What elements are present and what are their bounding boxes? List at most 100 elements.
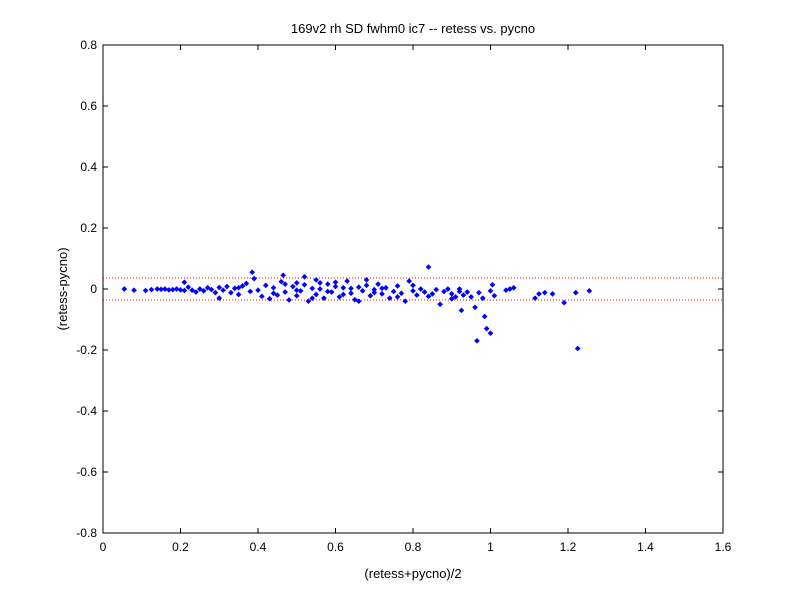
data-point (394, 294, 401, 300)
x-tick-label: 0.8 (405, 540, 422, 554)
data-point (344, 278, 350, 284)
data-point (282, 289, 288, 295)
data-point (235, 284, 242, 291)
data-point (286, 297, 292, 303)
y-tick-label: -0.8 (76, 526, 97, 540)
data-point (348, 290, 354, 297)
data-point (487, 330, 494, 337)
data-point (483, 325, 490, 332)
data-point (491, 292, 498, 299)
data-point (352, 296, 358, 303)
data-point (301, 273, 308, 280)
data-point (181, 287, 188, 294)
data-point (193, 289, 199, 295)
y-tick-label: 0.2 (80, 221, 97, 235)
data-point (301, 281, 308, 288)
data-point (181, 279, 188, 286)
data-point (189, 287, 195, 294)
data-point (266, 295, 273, 302)
data-point (536, 291, 542, 297)
data-point (293, 280, 300, 286)
data-point (460, 292, 467, 298)
data-point (340, 284, 347, 291)
x-axis-ticks: 0 0.2 0.4 0.6 0.8 1 1.2 1.4 1.6 (100, 45, 732, 554)
data-point (406, 278, 412, 284)
data-point (249, 269, 256, 276)
data-point (274, 292, 281, 298)
data-point (259, 293, 265, 300)
data-point (367, 292, 374, 299)
data-point (251, 275, 257, 282)
data-point (441, 288, 447, 295)
data-point (243, 280, 250, 287)
data-point (332, 279, 339, 286)
data-point (197, 286, 203, 292)
data-point (324, 288, 331, 295)
data-point (162, 286, 168, 292)
data-point (371, 289, 378, 296)
data-point (305, 298, 312, 305)
data-point (204, 284, 211, 291)
data-point (458, 307, 465, 314)
data-point (452, 294, 459, 300)
data-point (293, 287, 300, 294)
x-tick-label: 1.6 (715, 540, 732, 554)
data-point (262, 282, 269, 289)
data-point (474, 338, 480, 344)
data-point (212, 289, 219, 296)
data-point (317, 286, 323, 292)
data-point (425, 264, 432, 270)
data-point (489, 281, 496, 288)
data-point (375, 281, 381, 287)
y-axis-label: (retess-pycno) (55, 247, 70, 330)
data-point (313, 291, 319, 298)
data-point (402, 298, 409, 305)
data-point (220, 287, 226, 294)
data-point (433, 286, 440, 293)
reference-lines (103, 277, 723, 301)
data-point (487, 288, 494, 294)
data-point (313, 277, 319, 283)
data-point (574, 345, 581, 352)
x-axis-label: (retess+pycno)/2 (364, 566, 461, 581)
data-point (359, 288, 366, 294)
y-tick-label: 0.8 (80, 38, 97, 52)
data-point (572, 289, 579, 296)
data-point (476, 289, 482, 296)
data-point (154, 286, 161, 292)
data-point (383, 284, 389, 291)
data-point (216, 284, 223, 291)
data-point (282, 281, 288, 287)
x-tick-label: 1.2 (560, 540, 577, 554)
data-point (340, 291, 347, 298)
data-point (200, 288, 207, 294)
y-tick-label: -0.4 (76, 404, 97, 418)
chart-title: 169v2 rh SD fwhm0 ic7 -- retess vs. pycn… (291, 21, 535, 36)
data-point (293, 292, 300, 299)
data-point (208, 286, 215, 293)
data-point (216, 295, 223, 301)
data-point (185, 284, 192, 290)
data-point (224, 283, 230, 290)
x-tick-label: 1.4 (637, 540, 654, 554)
data-point (549, 291, 556, 297)
data-point (448, 295, 455, 302)
data-point (355, 298, 362, 305)
data-point (278, 278, 285, 285)
x-tick-label: 0.4 (250, 540, 267, 554)
data-point (464, 289, 471, 295)
data-point (410, 288, 416, 294)
data-point (510, 284, 517, 291)
data-point (121, 286, 128, 292)
data-point (379, 291, 385, 297)
data-point (561, 299, 567, 306)
data-point (379, 285, 385, 292)
data-point (390, 288, 397, 295)
data-point (228, 289, 234, 296)
data-point (586, 288, 593, 294)
y-tick-label: -0.6 (76, 465, 97, 479)
x-tick-label: 0.2 (172, 540, 189, 554)
data-point (468, 294, 474, 300)
data-point (479, 295, 486, 301)
data-point (148, 286, 155, 293)
